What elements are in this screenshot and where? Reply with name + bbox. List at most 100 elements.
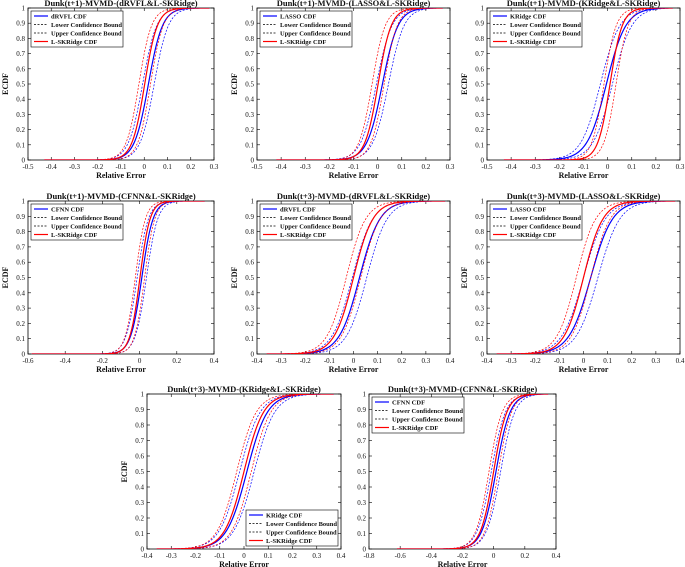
y-tick-label: 0.1 bbox=[357, 530, 366, 538]
legend-label: Upper Confidence Bound bbox=[510, 30, 581, 37]
y-tick-label: 0.2 bbox=[475, 320, 484, 328]
series-2-upper-bound bbox=[276, 8, 443, 160]
x-tick-label: 0 bbox=[492, 552, 496, 560]
legend-label: L-SKRidge CDF bbox=[510, 39, 556, 46]
x-tick-label: 0.3 bbox=[446, 163, 455, 171]
y-tick-label: 0.8 bbox=[135, 422, 144, 430]
legend-label: L-SKRidge CDF bbox=[51, 39, 97, 46]
y-tick-label: 0.9 bbox=[357, 406, 366, 414]
ecdf-panel-3: -0.5 -0.4 -0.3 -0.2 -0.1 0 0.1 0.2 0.3 0 0.1 0.2 0.3… bbox=[460, 0, 685, 180]
x-tick-label: -0.3 bbox=[69, 163, 81, 171]
y-tick-label: 1 bbox=[251, 5, 255, 13]
y-tick-label: 0.5 bbox=[475, 81, 484, 89]
y-tick-label: 0.2 bbox=[16, 126, 25, 134]
y-tick-label: 0.1 bbox=[475, 141, 484, 149]
x-tick-label: -0.4 bbox=[141, 552, 153, 560]
x-tick-label: -0.5 bbox=[481, 163, 493, 171]
legend-label: CFNN CDF bbox=[392, 399, 425, 406]
x-tick-label: 0.4 bbox=[210, 357, 219, 365]
y-tick-label: 0.3 bbox=[475, 305, 484, 313]
y-tick-label: 0.9 bbox=[475, 20, 484, 28]
x-tick-label: -0.1 bbox=[348, 163, 360, 171]
x-tick-label: -0.1 bbox=[214, 552, 226, 560]
x-tick-label: 0.2 bbox=[520, 552, 529, 560]
x-tick-label: 0.3 bbox=[422, 357, 431, 365]
x-tick-label: 0.1 bbox=[373, 357, 382, 365]
chart-title: Dunk(t+3)-MVMD-(dRVFL&L-SKRidge) bbox=[277, 191, 430, 201]
x-tick-label: -0.2 bbox=[92, 163, 104, 171]
legend-label: Upper Confidence Bound bbox=[280, 223, 351, 230]
x-tick-label: -0.4 bbox=[251, 357, 263, 365]
series-2-cdf-line bbox=[156, 394, 334, 549]
y-tick-label: 0.7 bbox=[16, 50, 25, 58]
x-tick-label: -0.1 bbox=[115, 163, 127, 171]
x-tick-label: 0.2 bbox=[186, 163, 195, 171]
y-tick-label: 0.8 bbox=[16, 35, 25, 43]
y-tick-label: 0.7 bbox=[475, 50, 484, 58]
x-tick-label: -0.5 bbox=[22, 163, 34, 171]
x-axis-label: Relative Error bbox=[329, 171, 379, 180]
x-tick-label: -0.2 bbox=[324, 163, 336, 171]
y-axis-label: ECDF bbox=[1, 267, 10, 289]
y-tick-label: 0.4 bbox=[245, 96, 254, 104]
chart-title: Dunk(t+3)-MVMD-(KRidge&L-SKRidge) bbox=[167, 384, 321, 394]
x-tick-label: -0.3 bbox=[530, 163, 542, 171]
series-2-upper-bound bbox=[44, 8, 210, 160]
y-tick-label: 0.9 bbox=[475, 213, 484, 221]
y-tick-label: 1 bbox=[22, 5, 26, 13]
y-tick-label: 0 bbox=[22, 157, 26, 165]
series-1-lower-bound bbox=[276, 8, 443, 160]
series-2-cdf-line bbox=[266, 201, 446, 354]
x-tick-label: -0.6 bbox=[395, 552, 407, 560]
y-tick-label: 0 bbox=[363, 546, 367, 554]
y-tick-label: 0.9 bbox=[135, 406, 144, 414]
y-tick-label: 1 bbox=[481, 5, 485, 13]
x-tick-label: -0.1 bbox=[554, 357, 566, 365]
y-tick-label: 0 bbox=[251, 351, 255, 359]
y-tick-label: 0.1 bbox=[16, 335, 25, 343]
x-tick-label: -0.8 bbox=[363, 552, 375, 560]
legend-label: dRVFL CDF bbox=[51, 13, 87, 20]
legend-label: Upper Confidence Bound bbox=[51, 30, 122, 37]
x-tick-label: -0.2 bbox=[457, 552, 469, 560]
x-tick-label: -0.4 bbox=[46, 163, 58, 171]
y-tick-label: 0.4 bbox=[16, 289, 25, 297]
x-tick-label: 0.1 bbox=[397, 163, 406, 171]
series-group bbox=[266, 201, 446, 354]
x-tick-label: -0.1 bbox=[578, 163, 590, 171]
series-2-lower-bound bbox=[503, 8, 673, 160]
y-tick-label: 0.8 bbox=[357, 422, 366, 430]
legend-label: L-SKRidge CDF bbox=[280, 39, 326, 46]
legend-label: LASSO CDF bbox=[280, 13, 316, 20]
series-2-cdf-line bbox=[503, 8, 673, 160]
y-tick-label: 0 bbox=[22, 351, 26, 359]
legend-label: Upper Confidence Bound bbox=[392, 416, 463, 423]
y-tick-label: 0.3 bbox=[357, 499, 366, 507]
y-tick-label: 0.9 bbox=[16, 20, 25, 28]
y-tick-label: 0 bbox=[481, 351, 485, 359]
y-tick-label: 0.7 bbox=[135, 437, 144, 445]
y-axis-label: ECDF bbox=[460, 73, 469, 95]
legend-label: Lower Confidence Bound bbox=[266, 521, 337, 528]
x-tick-label: -0.4 bbox=[481, 357, 493, 365]
ecdf-panel-6: -0.4 -0.3 -0.2 -0.1 0 0.1 0.2 0.3 0.4 0 0.1 0.2 0.3 0… bbox=[460, 191, 685, 374]
y-tick-label: 1 bbox=[363, 391, 367, 399]
x-tick-label: -0.2 bbox=[554, 163, 566, 171]
y-axis-label: ECDF bbox=[230, 267, 239, 289]
y-tick-label: 0.3 bbox=[245, 305, 254, 313]
y-axis-label: ECDF bbox=[460, 267, 469, 289]
y-tick-label: 0 bbox=[481, 157, 485, 165]
series-2-cdf-line bbox=[31, 201, 205, 354]
y-tick-label: 1 bbox=[481, 198, 485, 206]
series-2-cdf-line bbox=[397, 394, 549, 549]
ecdf-panel-4: -0.6 -0.4 -0.2 0 0.2 0.4 0 0.1 0.2 0.3 0.4 0.5 0.6 0.… bbox=[1, 191, 219, 374]
chart-title: Dunk(t+1)-MVMD-(dRVFL&L-SKRidge) bbox=[44, 0, 197, 8]
legend-label: Lower Confidence Bound bbox=[51, 22, 122, 29]
chart-title: Dunk(t+1)-MVMD-(CFNN&L-SKRidge) bbox=[46, 191, 195, 201]
legend-label: Lower Confidence Bound bbox=[280, 215, 351, 222]
legend-label: Lower Confidence Bound bbox=[510, 22, 581, 29]
series-group bbox=[397, 394, 549, 549]
